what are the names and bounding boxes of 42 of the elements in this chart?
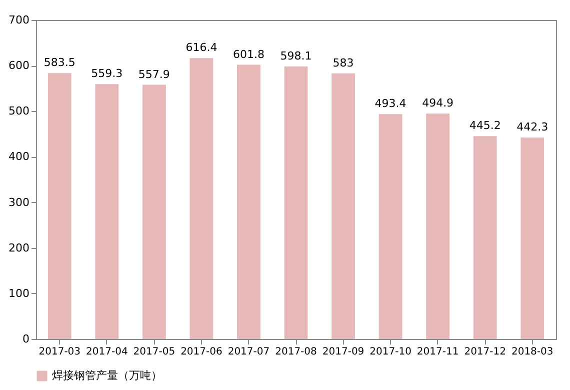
data-label: 493.4 [374,97,406,110]
x-tick-label: 2017-03 [38,346,81,358]
data-label: 559.3 [91,67,123,80]
bar [378,114,402,339]
bar [190,58,214,339]
data-label: 557.9 [138,68,170,81]
y-tick-label: 0 [22,332,30,346]
data-label: 445.2 [469,119,501,132]
bar [237,64,260,339]
data-label: 598.1 [280,49,312,62]
y-tick-label: 300 [8,196,30,209]
y-tick-label: 600 [8,59,30,72]
x-tick-label: 2017-11 [416,346,459,358]
x-tick-label: 2017-06 [180,346,222,358]
bar [520,137,544,339]
y-tick-label: 100 [8,286,30,300]
data-label: 494.9 [422,96,454,110]
y-tick-label: 700 [8,14,30,26]
legend-label: 焊接钢管产量（万吨） [52,369,162,382]
x-tick-label: 2017-08 [275,346,317,358]
x-tick-label: 2017-12 [464,346,506,358]
bar [473,136,497,339]
bar [48,73,72,339]
x-tick-label: 2017-07 [228,346,270,358]
y-tick-label: 200 [8,241,30,254]
data-label: 601.8 [232,48,264,61]
x-tick-label: 2017-04 [86,346,128,358]
bar [95,84,119,339]
bar [332,73,355,339]
bar [142,84,166,339]
x-tick-label: 2017-09 [322,346,364,358]
x-tick-label: 2018-03 [511,346,554,358]
data-label: 583.5 [44,56,76,70]
y-tick-label: 500 [8,104,30,118]
data-label: 583 [332,56,354,70]
data-label: 616.4 [186,41,218,54]
bar [426,113,450,339]
x-tick-label: 2017-10 [370,346,412,358]
x-tick-label: 2017-05 [133,346,176,358]
data-label: 442.3 [516,120,548,134]
y-tick-label: 400 [8,150,30,164]
bar [284,66,308,339]
